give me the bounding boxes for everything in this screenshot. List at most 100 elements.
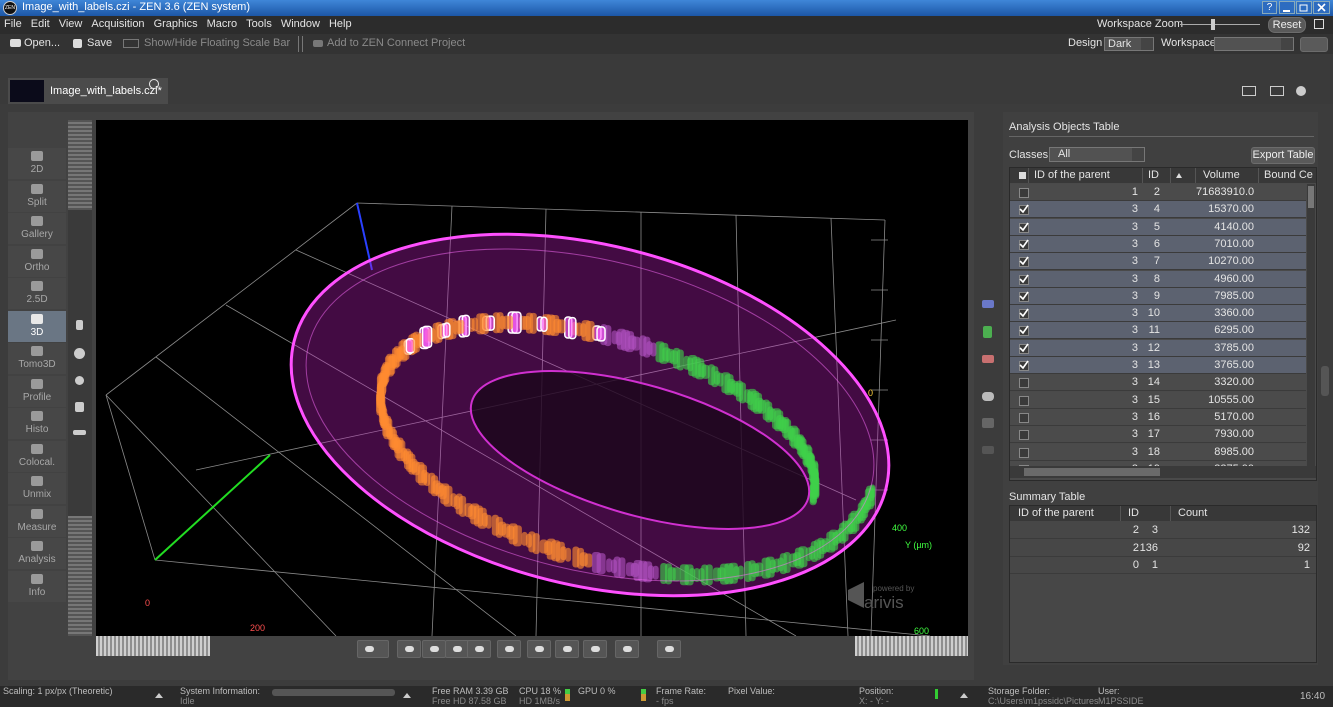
row-checkbox[interactable] [1019, 188, 1029, 198]
table-row[interactable]: 3 13 3765.00 [1010, 357, 1306, 374]
scale-bar-button[interactable]: Show/Hide Floating Scale Bar [144, 37, 291, 49]
tool-zoom[interactable] [75, 376, 84, 385]
menu-item[interactable]: File [4, 18, 22, 30]
table-row[interactable]: 3 7 10270.00 [1010, 253, 1306, 271]
menu-item[interactable]: View [58, 18, 83, 30]
restore-button[interactable] [1296, 1, 1312, 14]
status-chevron[interactable] [960, 693, 968, 698]
view-mode-button[interactable]: Ortho [8, 245, 66, 277]
table-row[interactable]: 3 17 7930.00 [1010, 426, 1306, 444]
table-row[interactable]: 3 12 3785.00 [1010, 339, 1306, 357]
design-dropdown[interactable]: Dark [1104, 37, 1154, 51]
view-tool-button[interactable] [357, 640, 389, 658]
table-row[interactable]: 3 4 15370.00 [1010, 201, 1306, 219]
row-checkbox[interactable] [1019, 239, 1029, 250]
view-mode-button[interactable]: Measure [8, 505, 66, 537]
tool-fly[interactable] [73, 430, 86, 435]
undock-icon[interactable] [1314, 19, 1324, 29]
view-mode-button[interactable]: Info [8, 570, 66, 602]
view-tool-button[interactable] [555, 640, 579, 658]
zoom-slider[interactable] [1180, 24, 1260, 25]
column-header[interactable]: ID of the parent [1034, 169, 1110, 181]
window-controls[interactable] [1279, 1, 1331, 15]
table-row[interactable]: 3 10 3360.00 [1010, 305, 1306, 323]
status-chevron[interactable] [155, 693, 163, 698]
table-row[interactable]: 3 8 4960.00 [1010, 270, 1306, 288]
row-checkbox[interactable] [1019, 430, 1029, 441]
column-header[interactable]: Bound Ce [1264, 169, 1313, 181]
table-row[interactable]: 2 3 132 [1010, 522, 1316, 539]
snapshot-icon[interactable] [982, 392, 994, 401]
save-button[interactable]: Save [87, 37, 113, 49]
zen-connect-button[interactable]: Add to ZEN Connect Project [327, 37, 466, 49]
gear-icon[interactable] [1296, 86, 1306, 96]
view-tool-button[interactable] [497, 640, 521, 658]
clip-icon[interactable] [982, 355, 994, 363]
row-checkbox[interactable] [1019, 360, 1029, 371]
row-checkbox[interactable] [1019, 256, 1029, 268]
vertical-scrollbar[interactable] [1307, 184, 1315, 466]
row-checkbox[interactable] [1019, 325, 1029, 337]
view-tool-button[interactable] [657, 640, 681, 658]
3d-viewport[interactable]: 0 200 400 Y (µm) 600 0 powered by arivis [96, 120, 968, 636]
row-checkbox[interactable] [1019, 204, 1029, 216]
view-tool-button[interactable] [583, 640, 607, 658]
reset-button[interactable]: Reset [1268, 17, 1306, 33]
view-tool-button[interactable] [445, 640, 469, 658]
vertical-slider[interactable] [68, 120, 92, 636]
row-checkbox[interactable] [1019, 343, 1029, 354]
row-checkbox[interactable] [1019, 412, 1029, 423]
document-tab[interactable]: Image_with_labels.czi* [8, 78, 168, 104]
row-checkbox[interactable] [1019, 447, 1029, 458]
table-row[interactable]: 3 11 6295.00 [1010, 322, 1306, 340]
layout-icon[interactable] [1242, 86, 1256, 96]
table-row[interactable]: 3 16 5170.00 [1010, 408, 1306, 426]
view-tool-button[interactable] [422, 640, 446, 658]
column-header[interactable]: Volume [1203, 169, 1240, 181]
status-chevron[interactable] [403, 693, 411, 698]
help-button[interactable]: ? [1262, 1, 1277, 14]
view-mode-button[interactable]: 2.5D [8, 278, 66, 309]
row-checkbox[interactable] [1019, 378, 1029, 389]
zoom-knob[interactable] [1211, 19, 1215, 30]
table-row[interactable]: 2 136 92 [1010, 540, 1316, 557]
horizontal-slider[interactable] [855, 636, 968, 656]
menu-item[interactable]: Macro [206, 18, 238, 30]
table-row[interactable]: 3 14 3320.00 [1010, 374, 1306, 392]
split-icon[interactable] [1270, 86, 1284, 96]
column-header[interactable]: Count [1178, 507, 1208, 519]
scroll-thumb[interactable] [1308, 186, 1314, 208]
movie-icon[interactable] [982, 446, 994, 454]
row-checkbox[interactable] [1019, 274, 1029, 285]
view-tool-button[interactable] [527, 640, 551, 658]
scroll-thumb[interactable] [1024, 468, 1160, 476]
tool-select[interactable] [76, 320, 83, 330]
view-mode-button[interactable]: Analysis [8, 538, 66, 569]
tab-close[interactable] [149, 79, 159, 89]
table-row[interactable]: 3 9 7985.00 [1010, 287, 1306, 305]
classes-dropdown[interactable]: All [1049, 147, 1145, 162]
channel-icon[interactable] [983, 326, 992, 338]
row-checkbox[interactable] [1019, 222, 1029, 233]
view-mode-button[interactable]: 2D [8, 148, 66, 179]
view-mode-button[interactable]: Histo [8, 408, 66, 439]
menu-item[interactable]: Graphics [153, 18, 198, 30]
table-row[interactable]: 3 18 8985.00 [1010, 443, 1306, 461]
row-checkbox[interactable] [1019, 395, 1029, 406]
row-checkbox[interactable] [1019, 308, 1029, 320]
view-tool-button[interactable] [397, 640, 421, 658]
menu-item[interactable]: Tools [246, 18, 272, 30]
open-button[interactable]: Open... [24, 37, 61, 49]
row-checkbox[interactable] [1019, 291, 1029, 302]
column-header[interactable]: ID of the parent [1018, 507, 1094, 519]
workspace-dropdown[interactable] [1214, 37, 1294, 51]
table-row[interactable]: 1 2 71683910.00 [1010, 184, 1306, 201]
add-icon[interactable] [982, 418, 994, 428]
view-tool-button[interactable] [467, 640, 491, 658]
tool-rotate[interactable] [74, 348, 85, 359]
view-mode-button[interactable]: 3D [8, 310, 66, 342]
table-row[interactable]: 3 6 7010.00 [1010, 235, 1306, 253]
menu-item[interactable]: Window [280, 18, 320, 30]
panel-handle[interactable] [1321, 366, 1329, 396]
